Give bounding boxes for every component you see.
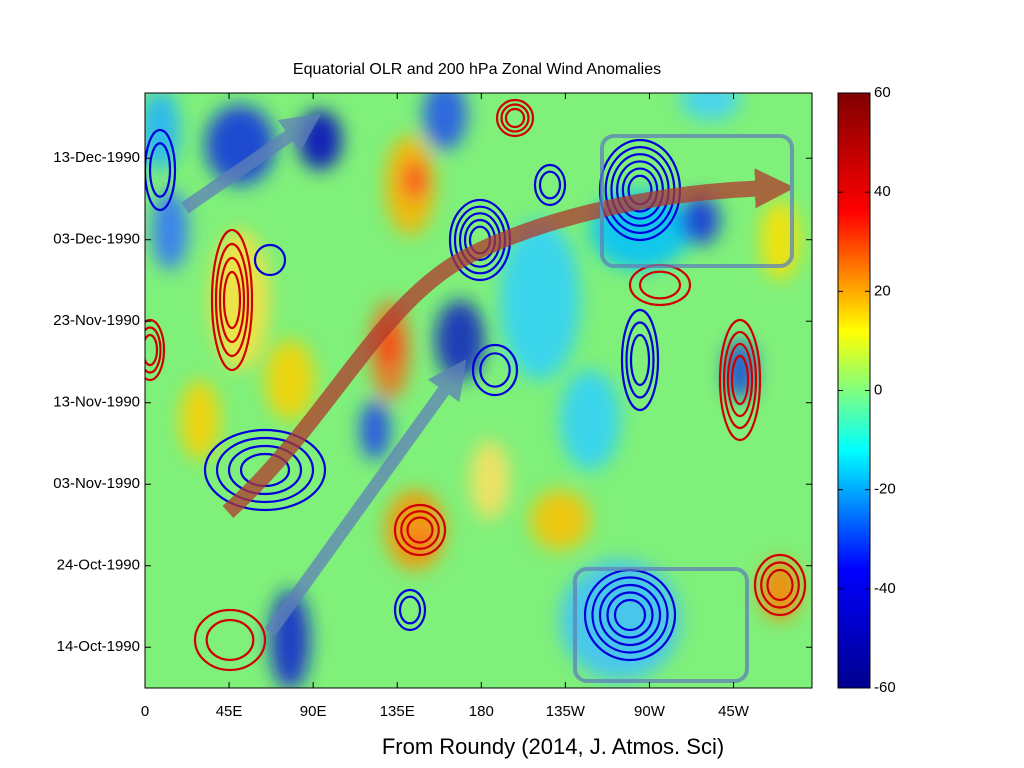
contour (718, 318, 762, 442)
y-tick-label: 24-Oct-1990 (57, 557, 140, 574)
contour (393, 588, 427, 632)
colorbar-tick-label: -40 (874, 580, 896, 597)
contour (193, 608, 267, 672)
contour (145, 128, 177, 212)
contour (613, 598, 647, 632)
contour (722, 330, 758, 430)
blob (560, 370, 620, 470)
blob (680, 93, 740, 120)
contour (766, 568, 794, 602)
arrow (181, 113, 322, 214)
x-tick-label: 135W (546, 703, 586, 720)
blob (360, 400, 390, 460)
contour (479, 352, 511, 388)
x-tick-label: 90E (300, 703, 327, 720)
y-tick-label: 14-Oct-1990 (57, 638, 140, 655)
y-tick-label: 23-Nov-1990 (53, 312, 140, 329)
contour (504, 107, 526, 129)
contour (730, 354, 750, 406)
contour (205, 618, 255, 662)
arrow (222, 168, 795, 518)
contour (398, 595, 422, 625)
contour (753, 553, 807, 617)
highlight-box (600, 134, 794, 268)
contour (253, 243, 287, 277)
blob (560, 560, 680, 680)
contour (145, 333, 159, 367)
field (145, 93, 812, 688)
blob (435, 300, 485, 380)
blob (180, 380, 220, 460)
colorbar (837, 92, 871, 689)
highlight-box (573, 567, 749, 683)
colorbar-tick-label: 20 (874, 282, 891, 299)
blob (530, 490, 590, 550)
contour (214, 242, 250, 358)
contour (471, 343, 519, 397)
contour (400, 510, 440, 550)
blob (470, 440, 510, 520)
x-tick-label: 135E (380, 703, 415, 720)
colorbar-tick-label: -20 (874, 481, 896, 498)
contour (210, 228, 254, 372)
arrow (264, 359, 467, 636)
contour (538, 170, 562, 200)
contour (215, 436, 315, 504)
contour (591, 576, 669, 654)
contour (621, 167, 659, 213)
contour (620, 308, 660, 412)
contour (222, 270, 242, 330)
x-tick-label: 90W (634, 703, 666, 720)
blob (680, 195, 720, 245)
blob (298, 110, 342, 170)
plot-frame (144, 92, 813, 689)
blob (265, 340, 315, 420)
contour (406, 516, 434, 544)
contour (760, 561, 800, 609)
y-tick-label: 03-Nov-1990 (53, 475, 140, 492)
x-tick-label: 180 (469, 703, 494, 720)
blob (403, 160, 427, 200)
x-tick-label: 45E (216, 703, 243, 720)
contour (218, 256, 246, 344)
contour (598, 583, 662, 647)
chart-title: Equatorial OLR and 200 hPa Zonal Wind An… (293, 61, 661, 78)
contour (227, 444, 303, 496)
colorbar-tick-label: 0 (874, 381, 882, 398)
contour (495, 98, 535, 138)
contour (625, 321, 655, 399)
y-tick-label: 13-Dec-1990 (53, 149, 140, 166)
blob (410, 528, 430, 552)
colorbar-tick-label: -60 (874, 679, 896, 696)
caption: From Roundy (2014, J. Atmos. Sci) (382, 734, 724, 759)
contour (148, 142, 172, 198)
contour (145, 318, 166, 382)
contour (500, 103, 530, 133)
contour (145, 326, 162, 374)
colorbar-tick-label: 60 (874, 84, 891, 101)
x-tick-label: 0 (141, 703, 149, 720)
contour (629, 333, 651, 387)
annotations (181, 113, 795, 683)
contour (393, 503, 447, 557)
contour (533, 163, 567, 207)
y-tick-label: 13-Nov-1990 (53, 394, 140, 411)
blob (500, 220, 580, 380)
x-tick-label: 45W (718, 703, 750, 720)
colorbar-tick-label: 40 (874, 183, 891, 200)
contour (203, 428, 327, 512)
blob (423, 93, 467, 150)
contour (638, 270, 682, 300)
contour (606, 591, 654, 639)
contour (726, 342, 754, 418)
y-tick-label: 03-Dec-1990 (53, 231, 140, 248)
